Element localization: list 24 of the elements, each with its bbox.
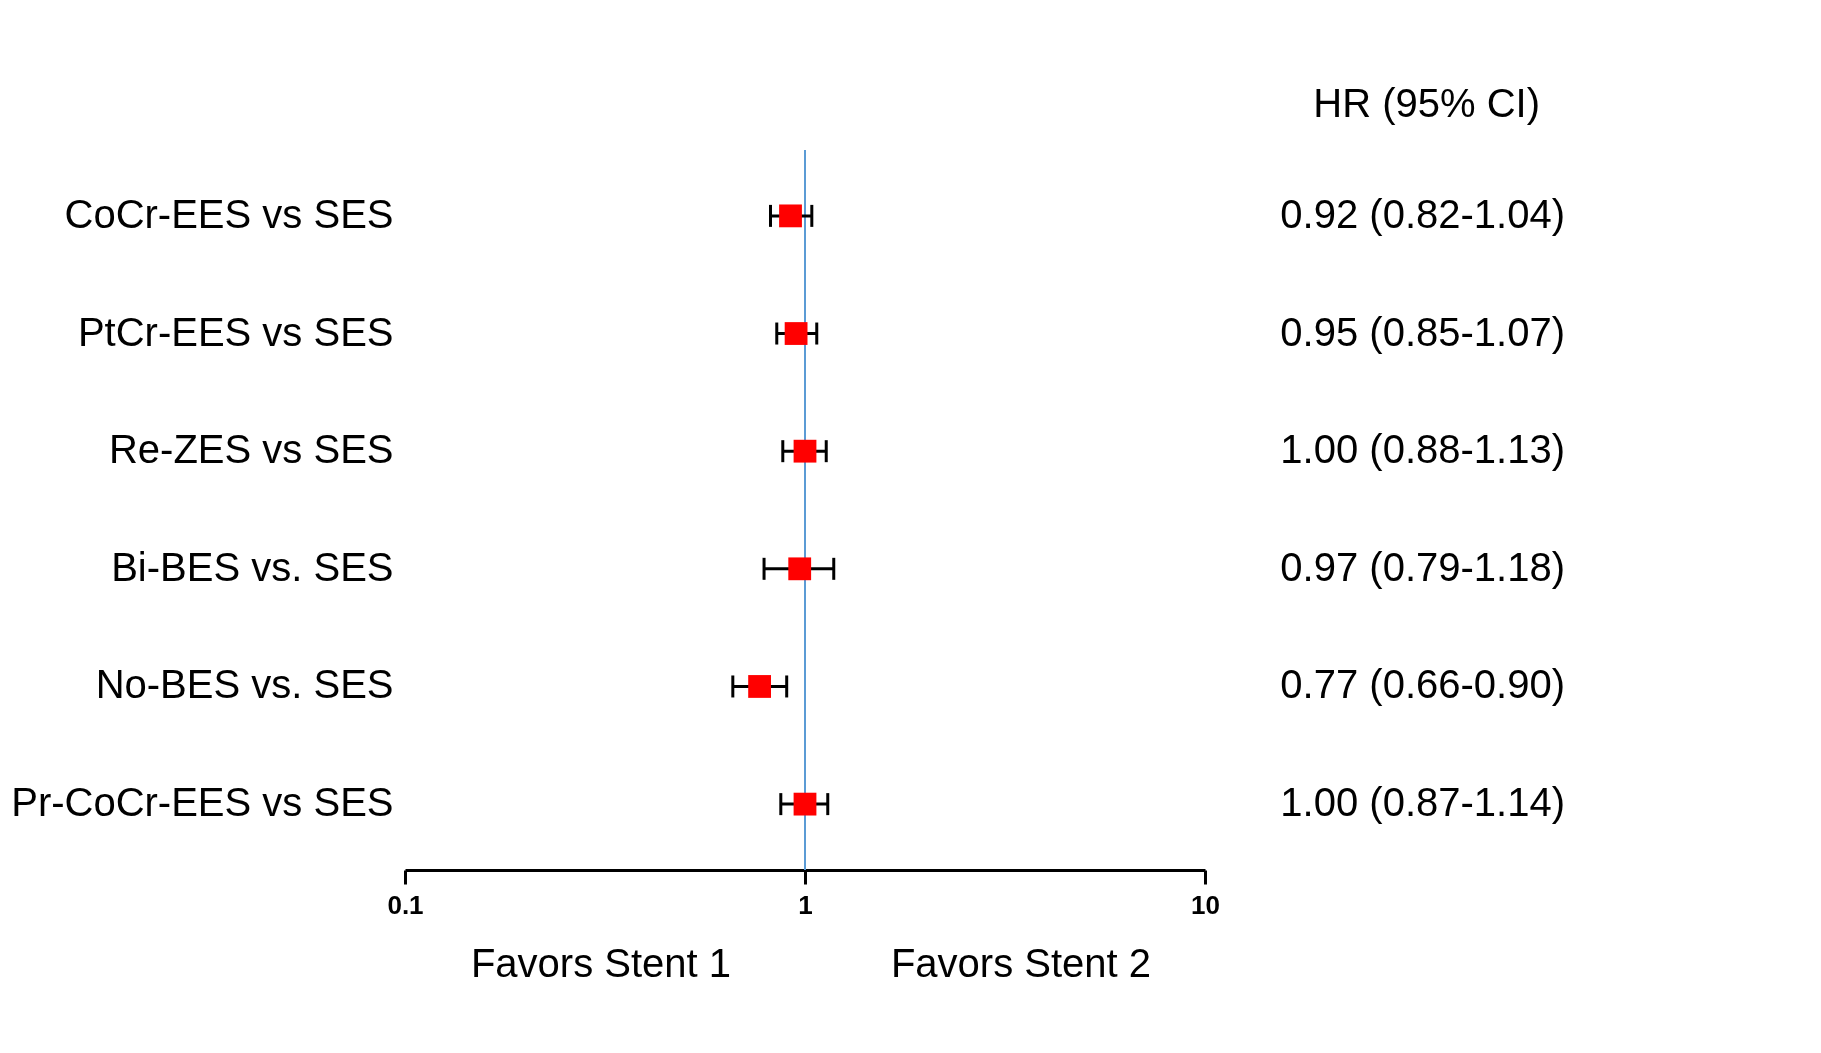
data-label: 0.77 (0.66-0.90): [1280, 662, 1565, 707]
point: [784, 322, 808, 345]
y-tick-label: No-BES vs. SES: [95, 662, 394, 707]
data-label: 0.92 (0.82-1.04): [1280, 191, 1565, 236]
y-tick-label: CoCr-EES vs SES: [64, 191, 394, 236]
data-label: 0.97 (0.79-1.18): [1280, 544, 1565, 589]
data-label: 0.95 (0.85-1.07): [1280, 309, 1565, 354]
y-tick-label: Pr-CoCr-EES vs SES: [11, 780, 394, 825]
text: Favors Stent 2: [890, 941, 1152, 985]
text: Favors Stent 1: [470, 941, 732, 985]
data-label: 1.00 (0.88-1.13): [1280, 427, 1565, 472]
point: [779, 204, 802, 228]
x-tick-label: 10: [1191, 889, 1220, 920]
point: [793, 439, 817, 463]
point: [748, 675, 771, 698]
x-tick-label: 0.1: [387, 889, 424, 920]
y-tick-label: PtCr-EES vs SES: [77, 309, 394, 354]
point: [788, 557, 812, 581]
text: HR (95% CI): [1313, 81, 1540, 125]
y-tick-label: Re-ZES vs SES: [108, 427, 394, 472]
point: [793, 792, 817, 816]
y-tick-label: Bi-BES vs. SES: [111, 544, 394, 589]
x-tick-label: 1: [798, 889, 813, 920]
data-label: 1.00 (0.87-1.14): [1280, 780, 1565, 825]
